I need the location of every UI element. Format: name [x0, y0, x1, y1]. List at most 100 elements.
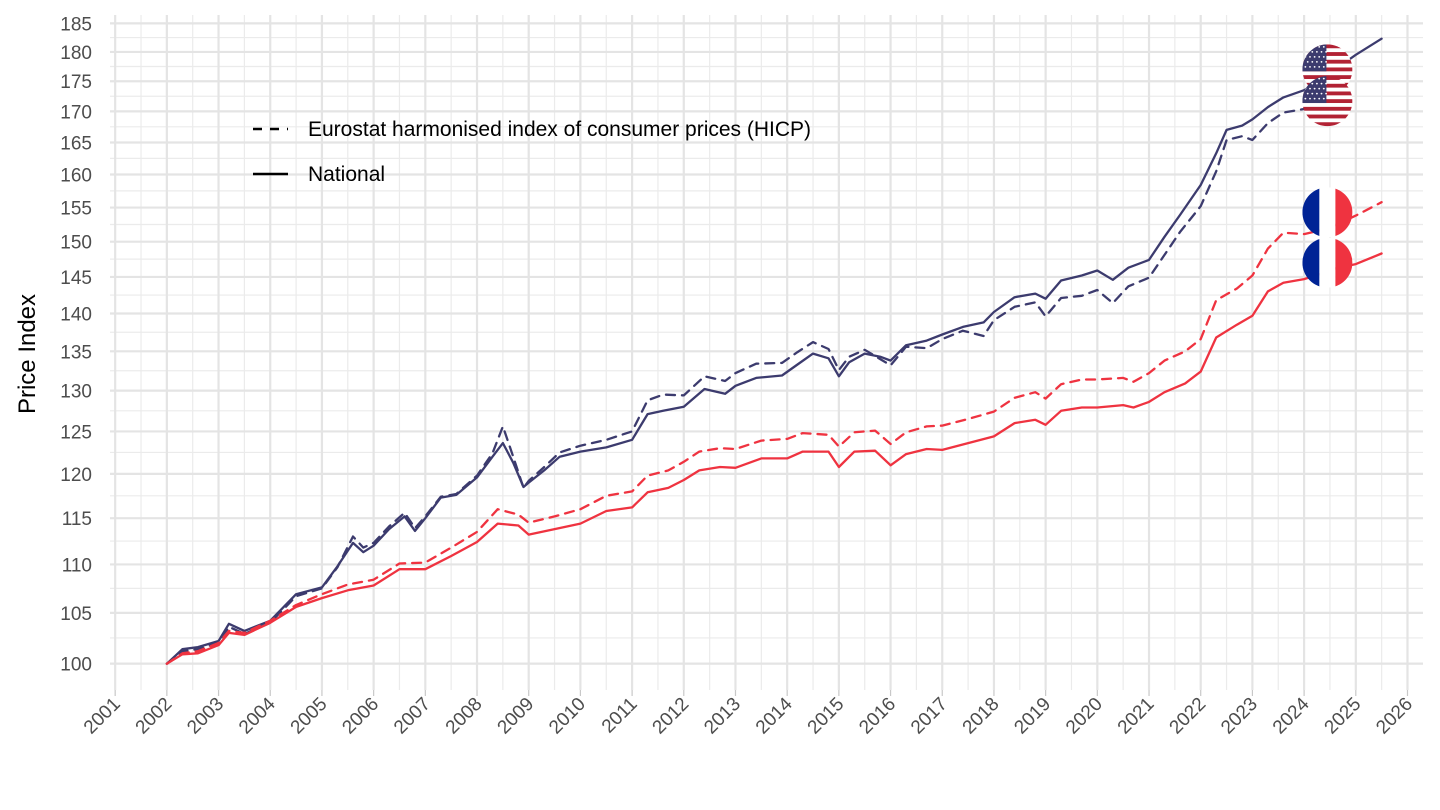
y-axis-title: Price Index [14, 294, 41, 414]
flag-white-band [1319, 237, 1336, 288]
flag-star [1322, 56, 1325, 58]
y-tick-label: 135 [60, 342, 92, 363]
flag-stripe [1302, 79, 1353, 85]
series-line-united-states-dashed [165, 99, 1316, 665]
flag-star [1309, 87, 1311, 90]
x-tick-label: 2020 [1062, 694, 1107, 739]
flag-stripe [1302, 71, 1353, 76]
flag-stripe [1302, 67, 1353, 72]
y-tick-label: 130 [60, 382, 92, 403]
flag-stripe [1302, 55, 1353, 61]
flag-stripe [1302, 114, 1353, 119]
flag-stripe [1302, 95, 1353, 100]
series-lines [165, 37, 1383, 665]
flag-stripe [1302, 83, 1353, 88]
x-tick-label: 2021 [1114, 694, 1159, 739]
series-line-united-states-solid [165, 37, 1383, 665]
legend: Eurostat harmonised index of consumer pr… [253, 118, 811, 186]
y-tick-label: 155 [60, 199, 92, 220]
flag-star [1304, 66, 1307, 68]
flag-star [1325, 92, 1327, 95]
flag-star [1313, 87, 1316, 90]
flag-stripe [1302, 44, 1353, 49]
x-tick-label: 2007 [390, 694, 435, 739]
series-line-france-solid [165, 252, 1383, 665]
flag-star [1309, 56, 1311, 58]
flag-star [1306, 92, 1309, 95]
flag-star [1309, 97, 1311, 100]
flag-star [1318, 87, 1321, 90]
flag-star [1320, 61, 1323, 63]
flag-star [1309, 46, 1311, 48]
x-tick-label: 2025 [1321, 694, 1366, 739]
y-tick-label: 185 [60, 14, 92, 35]
flag-star [1306, 61, 1309, 63]
x-tick-label: 2010 [545, 694, 590, 739]
y-tick-label: 180 [60, 43, 92, 64]
x-tick-label: 2019 [1010, 694, 1055, 739]
x-tick-label: 2014 [752, 693, 797, 738]
flag-stripe [1302, 52, 1353, 57]
flag-star [1313, 46, 1316, 48]
flag-stripe [1302, 76, 1353, 81]
flag-stripe [1302, 99, 1353, 104]
x-tick-label: 2023 [1217, 694, 1262, 739]
x-tick-label: 2022 [1166, 694, 1211, 739]
y-tick-label: 165 [60, 133, 92, 154]
flag-star [1322, 66, 1325, 68]
flag-star [1304, 97, 1307, 100]
x-tick-label: 2001 [80, 694, 125, 739]
series-line-france-dashed [165, 201, 1383, 665]
flag-stripe [1302, 59, 1353, 64]
x-tick-label: 2012 [649, 694, 694, 739]
y-axis: 100 105 110 115 120 125 130 135 140 145 150 155 160 1… [60, 14, 92, 675]
flag-star [1316, 61, 1318, 63]
legend-label-hicp: Eurostat harmonised index of consumer pr… [308, 118, 811, 141]
x-tick-label: 2004 [235, 693, 280, 738]
flag-red-band [1335, 237, 1353, 288]
flag-blue-band [1302, 187, 1320, 238]
flag-star [1322, 46, 1325, 48]
flag-star [1316, 51, 1318, 53]
flag-white-band [1319, 187, 1336, 238]
flag-stripe [1302, 91, 1353, 96]
x-tick-label: 2006 [338, 694, 383, 739]
y-tick-label: 175 [60, 72, 92, 93]
flag-star [1325, 82, 1327, 85]
flag-star [1325, 51, 1327, 53]
flag-star [1311, 61, 1314, 63]
flag-stripe [1302, 106, 1353, 112]
flag-star [1313, 97, 1316, 100]
flag-star [1322, 97, 1325, 100]
y-tick-label: 115 [62, 509, 92, 530]
x-tick-label: 2011 [598, 694, 642, 738]
flag-star [1313, 56, 1316, 58]
x-tick-label: 2005 [287, 694, 332, 739]
flag-star [1320, 51, 1323, 53]
grid [110, 15, 1423, 690]
flag-stripe [1302, 63, 1353, 68]
x-tick-label: 2016 [855, 694, 900, 739]
y-tick-label: 160 [60, 166, 92, 187]
y-tick-label: 145 [60, 268, 92, 289]
x-tick-label: 2017 [907, 694, 952, 739]
flag-star [1313, 66, 1316, 68]
flag-star [1309, 66, 1311, 68]
fr-flag-icon [1302, 187, 1353, 238]
flag-star [1316, 82, 1318, 85]
fr-flag-body [1302, 237, 1353, 288]
fr-flag-body [1302, 187, 1353, 238]
flag-star [1318, 56, 1321, 58]
flag-stripe [1302, 87, 1353, 92]
flag-blue-band [1302, 237, 1320, 288]
us-flag-body [1302, 76, 1353, 127]
flag-stripe [1302, 118, 1353, 123]
flag-star [1318, 97, 1321, 100]
fr-flag-icon [1302, 237, 1353, 288]
x-tick-label: 2009 [494, 694, 539, 739]
flag-star [1322, 77, 1325, 80]
flag-star [1316, 92, 1318, 95]
legend-label-national: National [308, 163, 385, 186]
flag-star [1320, 82, 1323, 85]
